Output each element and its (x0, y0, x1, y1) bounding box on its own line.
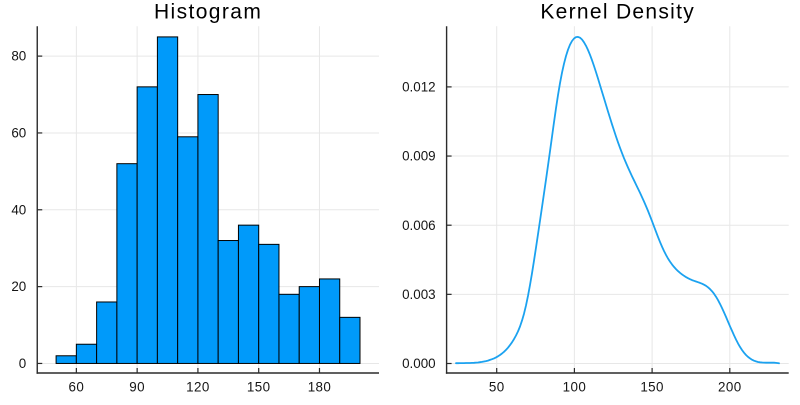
svg-text:40: 40 (11, 202, 26, 217)
svg-text:200: 200 (718, 380, 742, 395)
svg-text:20: 20 (11, 279, 26, 294)
svg-text:80: 80 (11, 49, 26, 64)
svg-text:90: 90 (129, 380, 145, 395)
svg-text:0.006: 0.006 (402, 218, 436, 233)
svg-text:150: 150 (640, 380, 664, 395)
svg-text:120: 120 (186, 380, 210, 395)
svg-text:0.012: 0.012 (402, 80, 436, 95)
svg-text:0.009: 0.009 (402, 149, 436, 164)
svg-text:Kernel Density: Kernel Density (540, 1, 695, 24)
svg-text:0.000: 0.000 (402, 356, 436, 371)
svg-text:60: 60 (11, 126, 26, 141)
svg-text:50: 50 (489, 380, 505, 395)
svg-text:60: 60 (69, 380, 85, 395)
svg-text:0: 0 (19, 356, 26, 371)
svg-text:Histogram: Histogram (154, 1, 262, 24)
svg-text:0.003: 0.003 (402, 287, 436, 302)
svg-text:150: 150 (247, 380, 271, 395)
svg-text:100: 100 (563, 380, 587, 395)
svg-text:180: 180 (308, 380, 332, 395)
